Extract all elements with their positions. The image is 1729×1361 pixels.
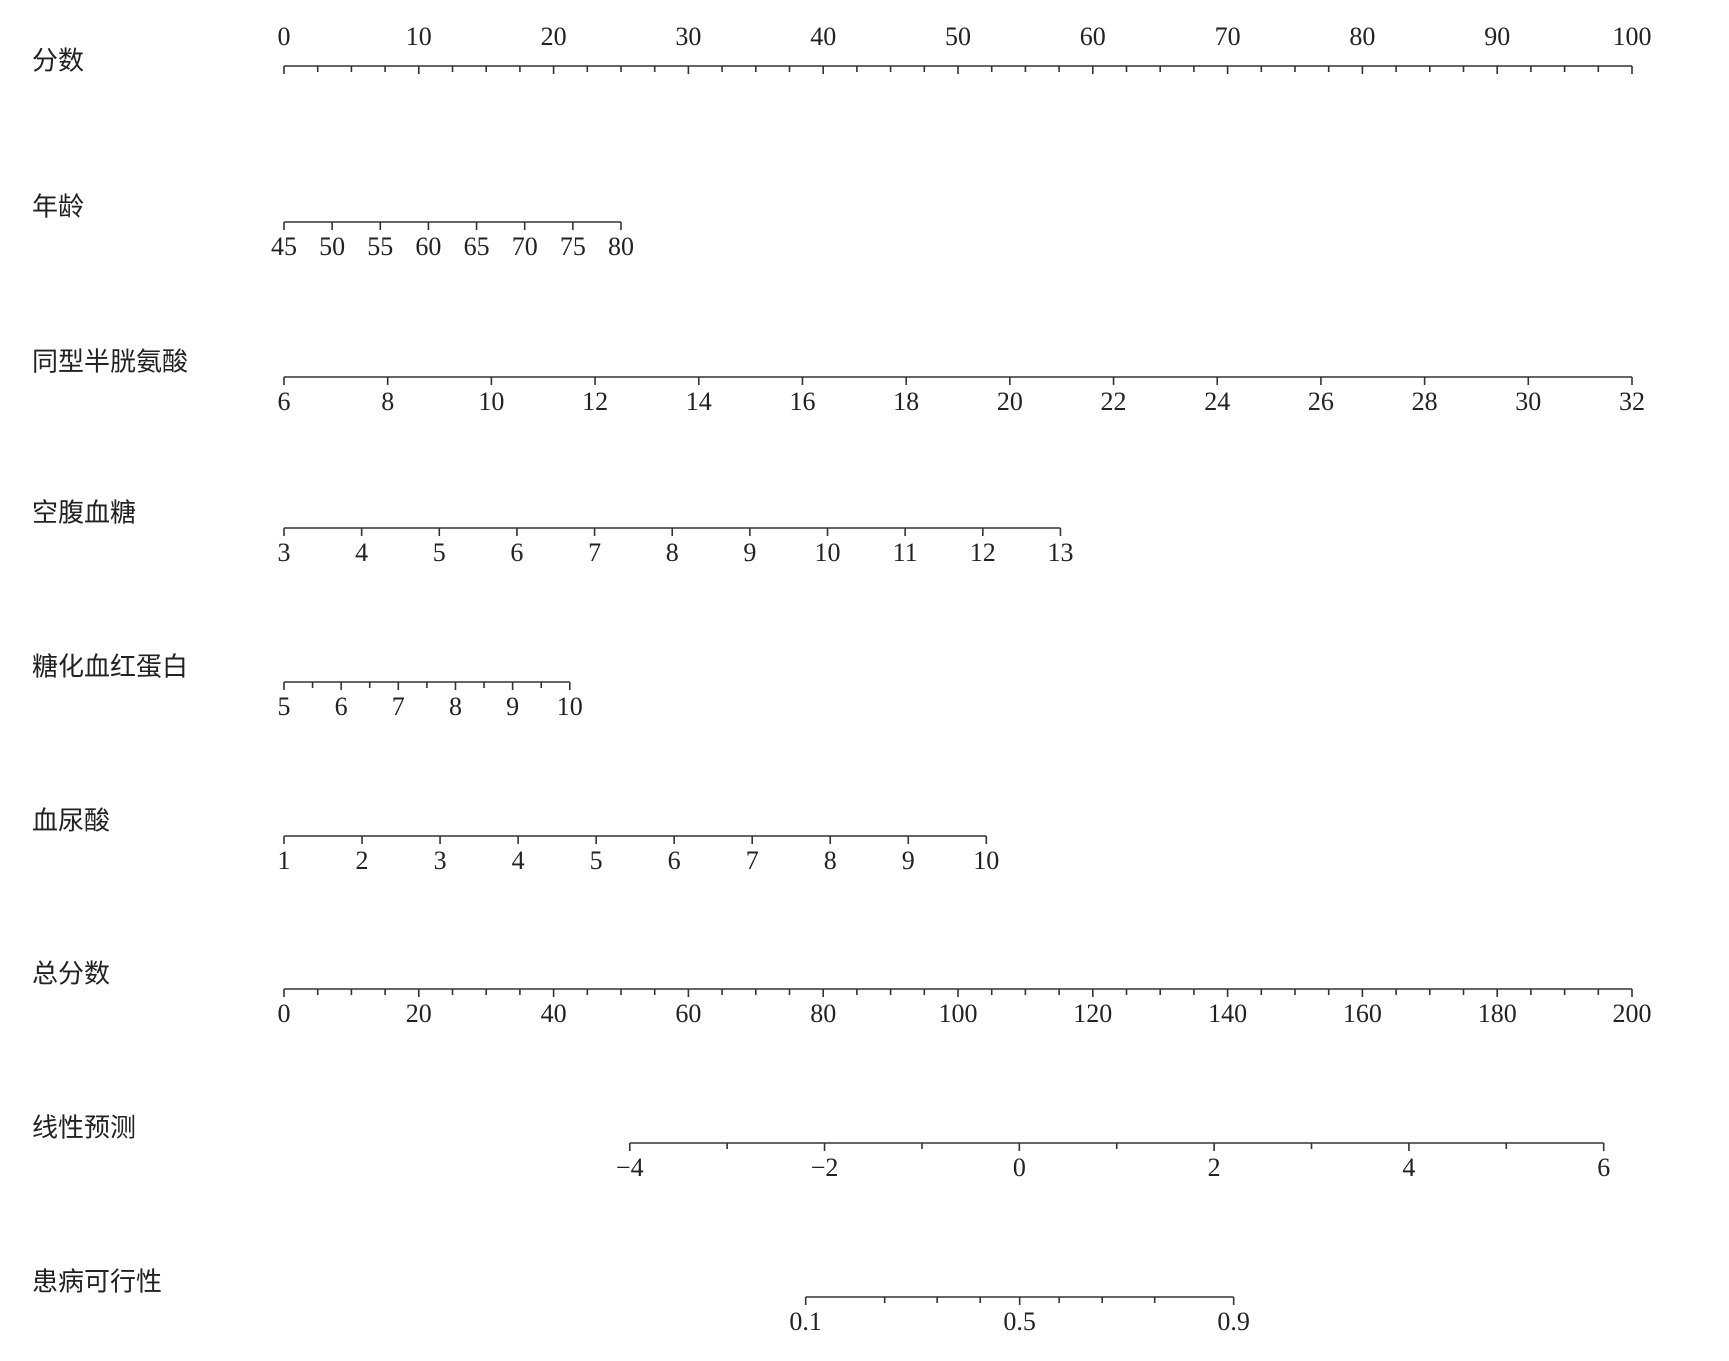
tick-label: 70 <box>512 232 538 261</box>
tick-label: 90 <box>1484 22 1510 51</box>
tick-label: 13 <box>1047 538 1073 567</box>
tick-label: 10 <box>557 692 583 721</box>
tick-label: 32 <box>1619 387 1645 416</box>
tick-label: 0 <box>278 999 291 1028</box>
axis-name: 总分数 <box>32 960 110 990</box>
tick-label: 5 <box>433 538 446 567</box>
tick-label: 12 <box>582 387 608 416</box>
tick-label: 30 <box>675 22 701 51</box>
tick-label: 0.1 <box>789 1307 822 1336</box>
tick-label: 9 <box>506 692 519 721</box>
tick-label: 30 <box>1515 387 1541 416</box>
tick-label: 1 <box>278 846 291 875</box>
tick-label: 7 <box>746 846 759 875</box>
tick-label: 28 <box>1412 387 1438 416</box>
tick-label: 2 <box>1208 1153 1221 1182</box>
tick-label: 10 <box>478 387 504 416</box>
axis-name: 血尿酸 <box>32 807 110 837</box>
tick-label: 60 <box>1080 22 1106 51</box>
tick-label: 0 <box>1013 1153 1026 1182</box>
tick-label: 4 <box>1402 1153 1415 1182</box>
tick-label: 70 <box>1215 22 1241 51</box>
tick-label: −4 <box>616 1153 644 1182</box>
tick-label: 20 <box>541 22 567 51</box>
tick-label: 50 <box>945 22 971 51</box>
tick-label: 7 <box>392 692 405 721</box>
tick-label: 160 <box>1343 999 1382 1028</box>
tick-label: 6 <box>1597 1153 1610 1182</box>
tick-label: 45 <box>271 232 297 261</box>
tick-label: 8 <box>381 387 394 416</box>
tick-label: 4 <box>512 846 525 875</box>
tick-label: 11 <box>893 538 918 567</box>
tick-label: 12 <box>970 538 996 567</box>
tick-label: 20 <box>997 387 1023 416</box>
tick-label: 80 <box>810 999 836 1028</box>
tick-label: 0 <box>278 22 291 51</box>
axis-name: 糖化血红蛋白 <box>32 653 188 683</box>
tick-label: 16 <box>789 387 815 416</box>
tick-label: 6 <box>668 846 681 875</box>
axis-name: 同型半胱氨酸 <box>32 348 188 378</box>
tick-label: 0.9 <box>1217 1307 1250 1336</box>
tick-label: 9 <box>743 538 756 567</box>
tick-label: 8 <box>449 692 462 721</box>
axis-name: 患病可行性 <box>32 1268 162 1298</box>
tick-label: 75 <box>560 232 586 261</box>
tick-label: 100 <box>1613 22 1652 51</box>
tick-label: 40 <box>810 22 836 51</box>
tick-label: 0.5 <box>1003 1307 1036 1336</box>
tick-label: 24 <box>1204 387 1230 416</box>
tick-label: 9 <box>902 846 915 875</box>
tick-label: 10 <box>406 22 432 51</box>
tick-label: 22 <box>1101 387 1127 416</box>
axis-name: 空腹血糖 <box>32 499 136 529</box>
tick-label: 3 <box>434 846 447 875</box>
tick-label: 120 <box>1073 999 1112 1028</box>
tick-label: 6 <box>510 538 523 567</box>
tick-label: 80 <box>1349 22 1375 51</box>
tick-label: 6 <box>278 387 291 416</box>
tick-label: 26 <box>1308 387 1334 416</box>
tick-label: 4 <box>355 538 368 567</box>
tick-label: 10 <box>815 538 841 567</box>
axis-name: 分数 <box>32 47 84 77</box>
tick-label: 5 <box>590 846 603 875</box>
tick-label: 7 <box>588 538 601 567</box>
tick-label: 3 <box>278 538 291 567</box>
tick-label: 8 <box>824 846 837 875</box>
axis-name: 线性预测 <box>32 1114 136 1144</box>
tick-label: 60 <box>415 232 441 261</box>
tick-label: 80 <box>608 232 634 261</box>
tick-label: 65 <box>464 232 490 261</box>
tick-label: 180 <box>1478 999 1517 1028</box>
tick-label: 5 <box>278 692 291 721</box>
tick-label: 10 <box>973 846 999 875</box>
tick-label: 140 <box>1208 999 1247 1028</box>
tick-label: 2 <box>356 846 369 875</box>
tick-label: 100 <box>939 999 978 1028</box>
tick-label: 18 <box>893 387 919 416</box>
tick-label: 8 <box>666 538 679 567</box>
tick-label: 50 <box>319 232 345 261</box>
tick-label: −2 <box>811 1153 839 1182</box>
tick-label: 60 <box>675 999 701 1028</box>
tick-label: 200 <box>1613 999 1652 1028</box>
axis-name: 年龄 <box>32 193 84 223</box>
tick-label: 20 <box>406 999 432 1028</box>
tick-label: 40 <box>541 999 567 1028</box>
tick-label: 14 <box>686 387 712 416</box>
tick-label: 6 <box>335 692 348 721</box>
tick-label: 55 <box>367 232 393 261</box>
